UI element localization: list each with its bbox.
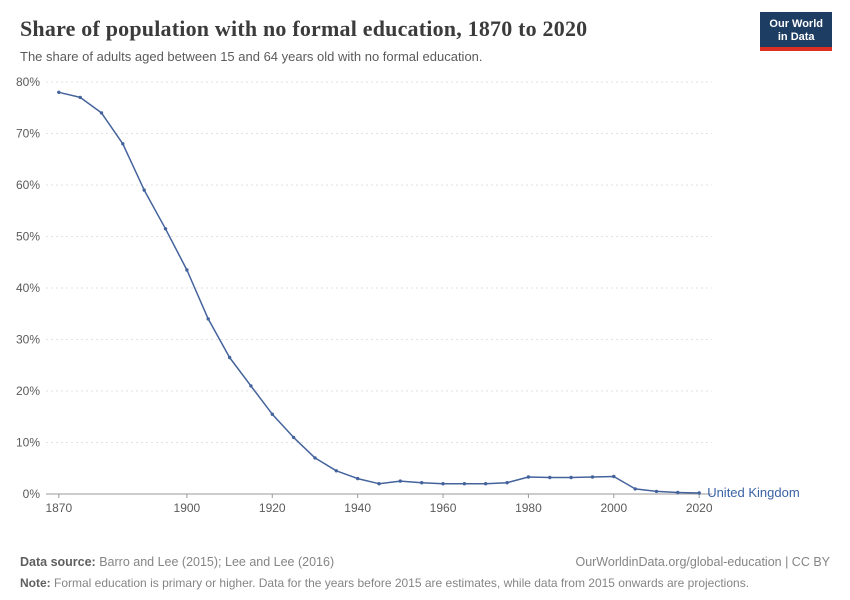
svg-text:1870: 1870 (45, 501, 72, 515)
owid-logo-line1: Our World (769, 18, 823, 30)
chart-header: Share of population with no formal educa… (0, 0, 850, 64)
svg-text:1940: 1940 (344, 501, 371, 515)
chart-footer: Data source: Barro and Lee (2015); Lee a… (0, 547, 850, 600)
svg-text:70%: 70% (16, 127, 40, 141)
svg-text:50%: 50% (16, 230, 40, 244)
data-source-label: Data source: (20, 555, 96, 569)
series-label: United Kingdom (707, 485, 800, 500)
chart-area: 0% 10% 20% 30% 40% 50% 60% 70% 80% 1870 1900 1920 19… (0, 70, 850, 537)
owid-logo-line2: in Data (777, 30, 815, 43)
svg-text:1900: 1900 (174, 501, 201, 515)
svg-text:80%: 80% (16, 75, 40, 89)
svg-text:2020: 2020 (686, 501, 713, 515)
note-label: Note: (20, 576, 51, 590)
line-chart: 0% 10% 20% 30% 40% 50% 60% 70% 80% 1870 1900 1920 19… (16, 75, 800, 515)
svg-text:2000: 2000 (600, 501, 627, 515)
svg-text:1980: 1980 (515, 501, 542, 515)
svg-text:1920: 1920 (259, 501, 286, 515)
svg-text:20%: 20% (16, 384, 40, 398)
svg-text:1960: 1960 (430, 501, 457, 515)
svg-text:60%: 60% (16, 178, 40, 192)
svg-text:40%: 40% (16, 281, 40, 295)
page-title: Share of population with no formal educa… (20, 16, 588, 41)
owid-logo: Our World in Data (760, 12, 832, 52)
svg-text:10%: 10% (16, 436, 40, 450)
note-text: Formal education is primary or higher. D… (54, 576, 750, 590)
data-source: Data source: Barro and Lee (2015); Lee a… (20, 555, 334, 569)
note: Note: Formal education is primary or hig… (20, 576, 830, 590)
data-source-text: Barro and Lee (2015); Lee and Lee (2016) (99, 555, 335, 569)
svg-text:30%: 30% (16, 333, 40, 347)
rights-text[interactable]: OurWorldinData.org/global-education | CC… (575, 555, 830, 569)
svg-text:0%: 0% (23, 487, 41, 501)
page-subtitle: The share of adults aged between 15 and … (20, 49, 483, 64)
